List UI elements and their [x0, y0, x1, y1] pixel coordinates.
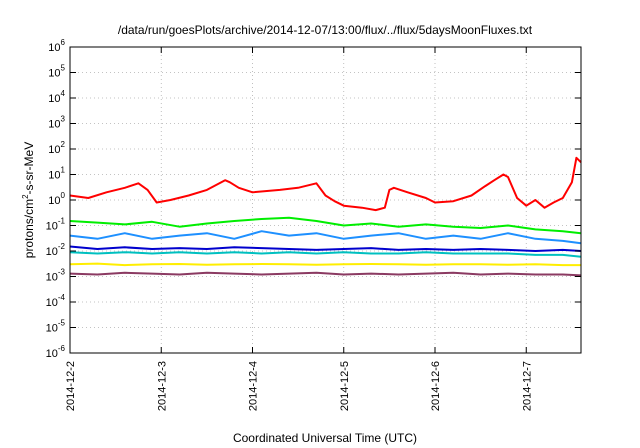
y-tick-base: 10 [48, 119, 60, 131]
y-axis-label: protons/cm2-s-sr-MeV [21, 142, 36, 258]
y-tick-base: 10 [46, 323, 58, 335]
y-tick-base: 10 [46, 272, 58, 284]
y-tick-label: 10-5 [46, 319, 66, 335]
y-tick-exp: 0 [61, 191, 66, 200]
chart-title: /data/run/goesPlots/archive/2014-12-07/1… [118, 23, 533, 37]
grid [70, 47, 581, 353]
x-tick-label: 2014-12-4 [248, 361, 260, 411]
series-group [69, 156, 582, 277]
y-axis-label-suffix: -s-sr-MeV [22, 142, 36, 195]
y-tick-label: 10-2 [46, 242, 66, 258]
y-tick-exp: 5 [61, 64, 66, 73]
y-tick-label: 105 [48, 64, 65, 80]
y-tick-label: 10-1 [46, 217, 66, 233]
y-tick-exp: -1 [58, 217, 66, 226]
series-line-1 [69, 156, 582, 212]
y-tick-base: 10 [46, 246, 58, 258]
x-axis-label: Coordinated Universal Time (UTC) [233, 431, 417, 445]
series-line-7 [69, 271, 582, 277]
y-tick-label: 10-4 [46, 293, 66, 309]
y-tick-label: 103 [48, 115, 65, 131]
y-tick-exp: 1 [61, 166, 66, 175]
y-tick-exp: -5 [58, 319, 66, 328]
series-line-4 [69, 245, 582, 252]
y-tick-label: 10-3 [46, 268, 66, 284]
y-tick-exp: -2 [58, 242, 66, 251]
x-tick-label: 2014-12-7 [521, 361, 533, 411]
y-tick-label: 100 [48, 191, 65, 207]
series-line-2 [69, 216, 582, 235]
y-tick-label: 104 [48, 89, 65, 105]
x-tick-label: 2014-12-3 [156, 361, 168, 411]
y-tick-label: 106 [48, 38, 65, 54]
y-tick-base: 10 [48, 170, 60, 182]
y-tick-exp: 4 [61, 89, 66, 98]
y-tick-exp: -4 [58, 293, 66, 302]
y-tick-exp: 2 [61, 140, 66, 149]
y-tick-label: 101 [48, 166, 65, 182]
y-axis-label-prefix: protons/cm [22, 199, 36, 258]
y-tick-base: 10 [48, 68, 60, 80]
y-tick-base: 10 [48, 144, 60, 156]
y-tick-exp: 3 [61, 115, 66, 124]
y-tick-base: 10 [48, 42, 60, 54]
x-tick-label: 2014-12-2 [65, 361, 77, 411]
y-tick-base: 10 [48, 195, 60, 207]
y-tick-base: 10 [46, 297, 58, 309]
x-tick-label: 2014-12-6 [430, 361, 442, 411]
y-tick-label: 10-6 [46, 344, 66, 360]
y-tick-base: 10 [46, 348, 58, 360]
series-line-6 [69, 262, 581, 267]
series-line-3 [69, 230, 582, 245]
series-line-5 [69, 251, 582, 258]
y-tick-exp: -6 [58, 344, 66, 353]
y-tick-base: 10 [46, 221, 58, 233]
y-axis-label-sup: 2 [21, 194, 30, 199]
ticks: 10-610-510-410-310-210-11001011021031041… [46, 38, 581, 411]
y-tick-exp: -3 [58, 268, 66, 277]
y-tick-label: 102 [48, 140, 65, 156]
x-tick-label: 2014-12-5 [339, 361, 351, 411]
y-tick-exp: 6 [61, 38, 66, 47]
y-tick-base: 10 [48, 93, 60, 105]
